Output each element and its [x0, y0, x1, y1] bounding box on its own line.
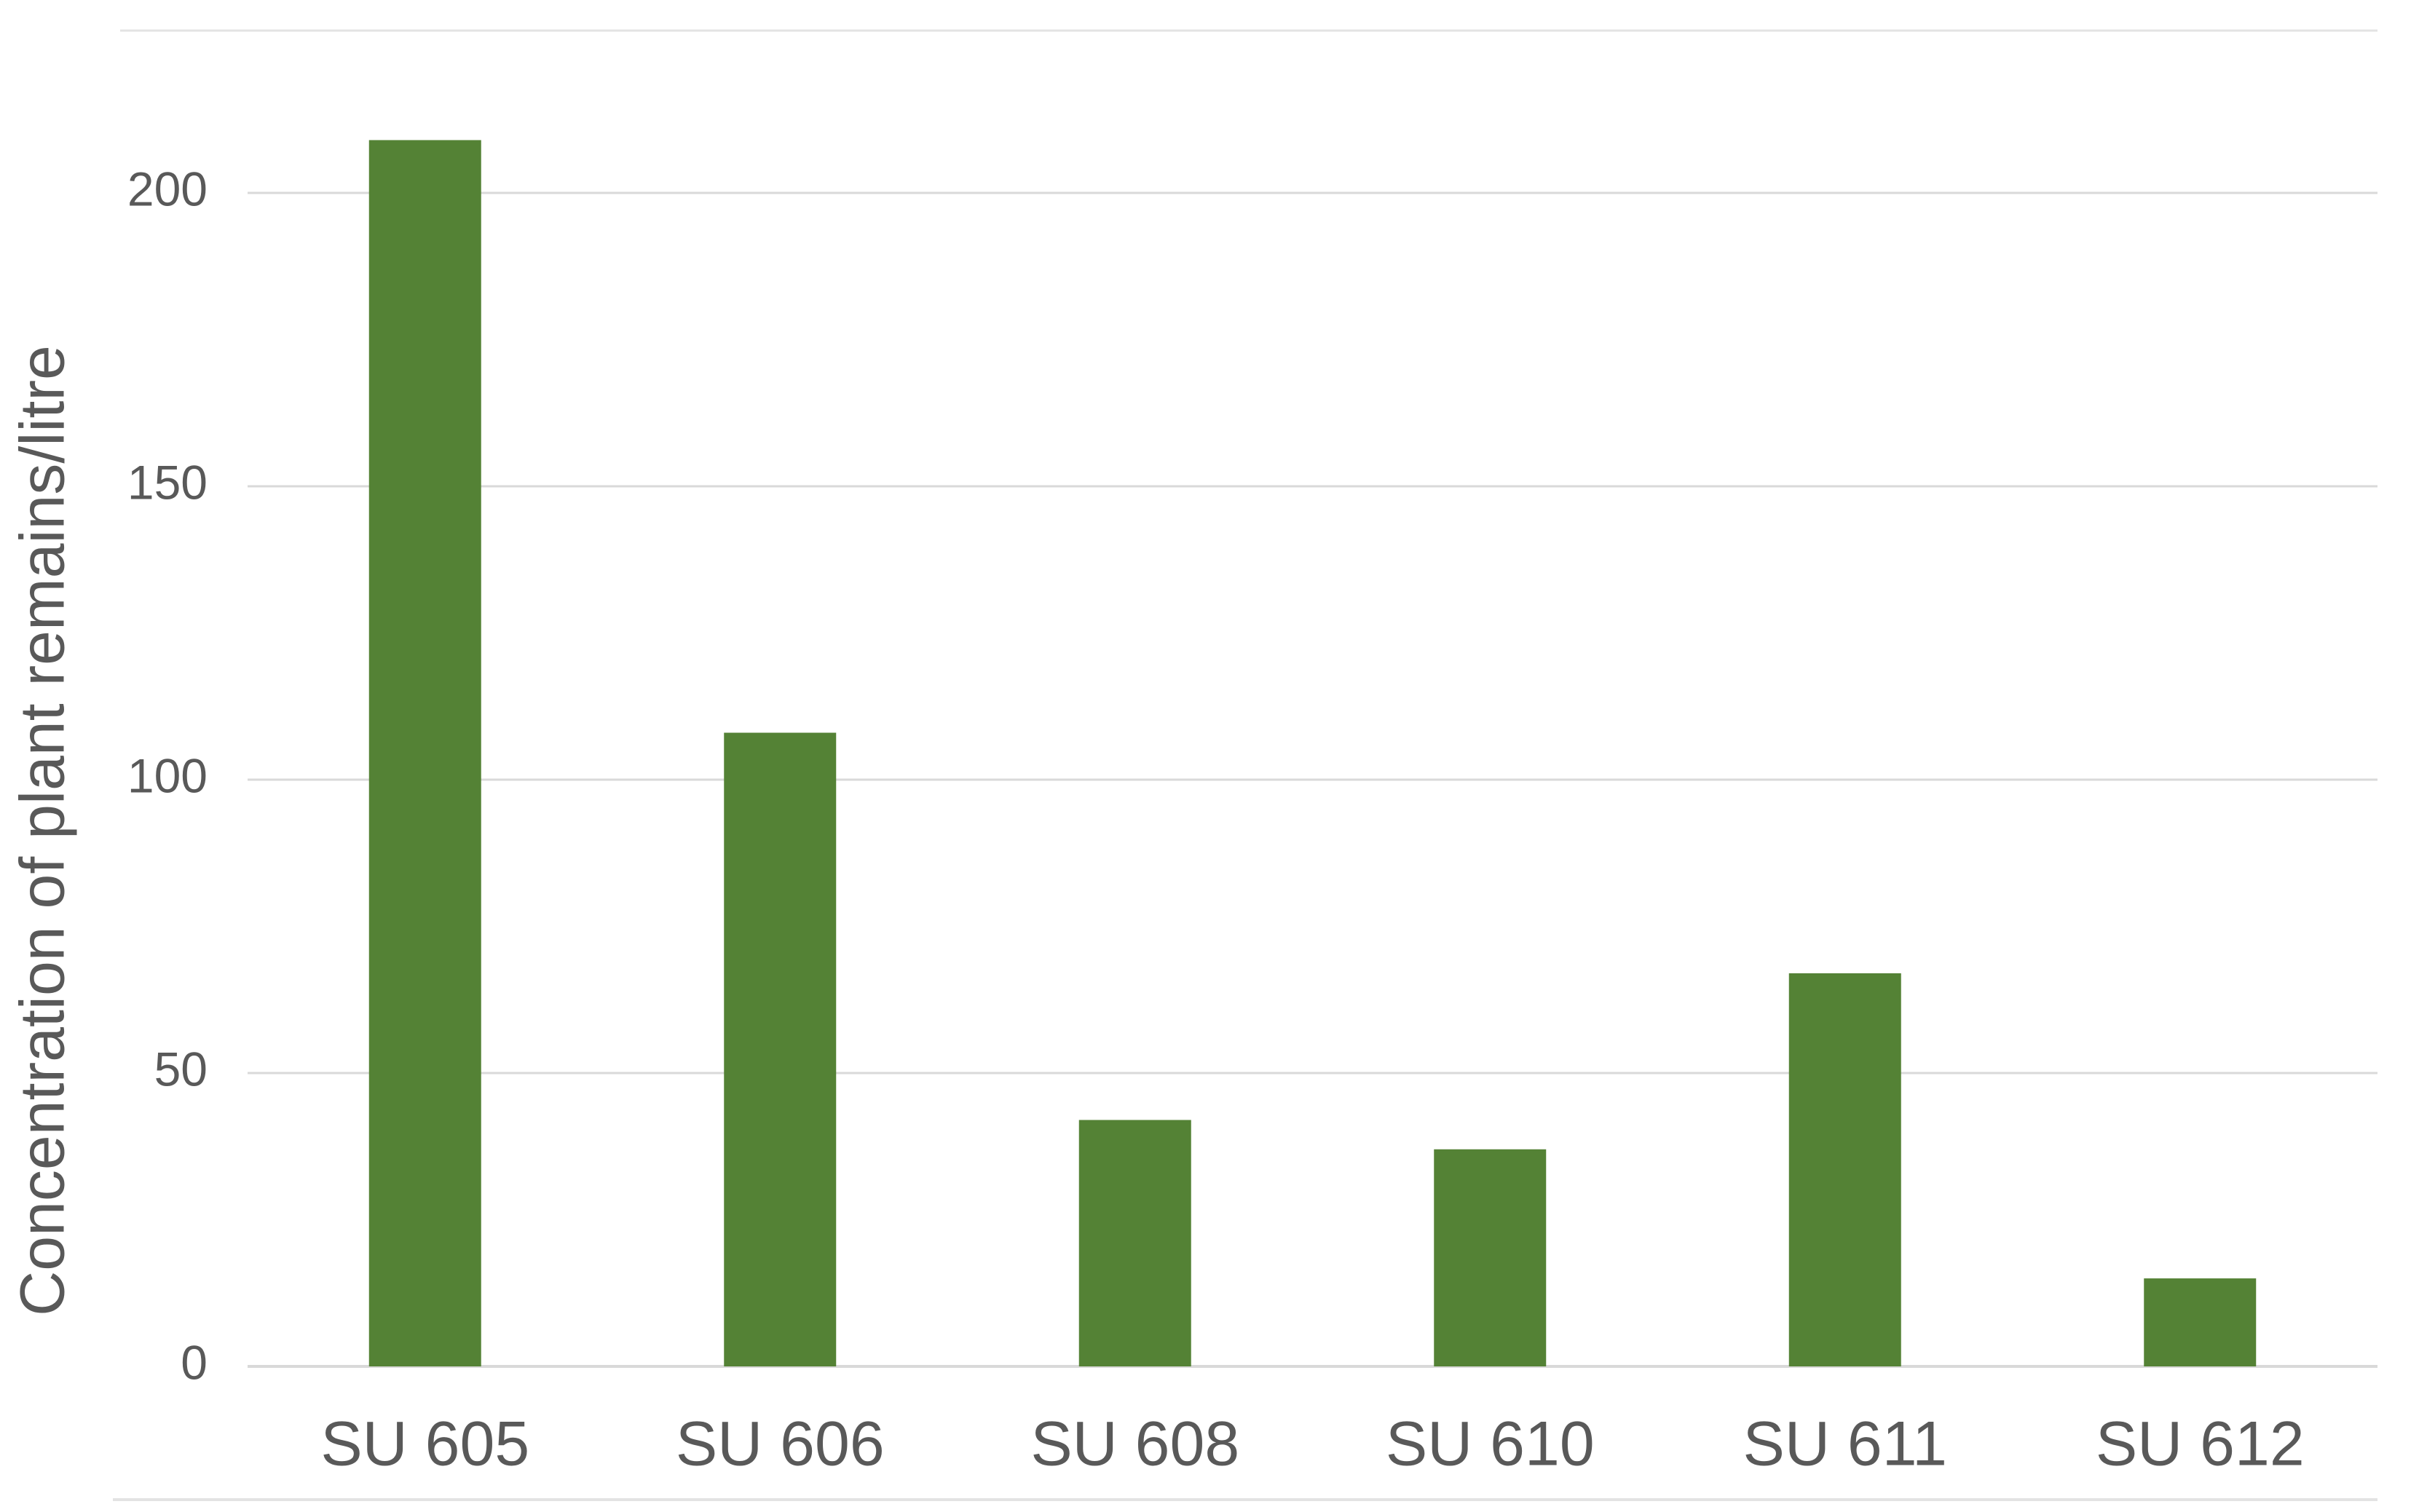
bar-su-605: [368, 140, 481, 1367]
frame-lines: [113, 29, 2377, 1501]
grid-lines: [248, 191, 2377, 1368]
x-tick-label-su-608: SU 608: [1030, 1409, 1239, 1479]
y-tick-label-100: 100: [127, 748, 208, 802]
y-axis-title: Concentration of plant remains/litre: [8, 345, 78, 1316]
bar-su-610: [1434, 1149, 1547, 1366]
bar-su-606: [724, 732, 837, 1366]
bar-su-612: [2144, 1278, 2257, 1366]
bars: [368, 140, 2257, 1367]
bar-su-608: [1078, 1120, 1191, 1366]
x-tick-label-su-606: SU 606: [676, 1409, 885, 1479]
x-tick-label-su-611: SU 611: [1743, 1409, 1947, 1479]
x-tick-label-su-605: SU 605: [320, 1409, 529, 1479]
x-tick-labels: SU 605 SU 606 SU 608 SU 610 SU 611 SU 612: [320, 1409, 2304, 1479]
y-tick-label-200: 200: [127, 162, 208, 215]
x-tick-label-su-612: SU 612: [2096, 1409, 2305, 1479]
x-tick-label-su-610: SU 610: [1386, 1409, 1595, 1479]
y-tick-label-150: 150: [127, 455, 208, 509]
y-tick-label-50: 50: [154, 1042, 208, 1096]
y-tick-labels: 0 50 100 150 200: [127, 162, 208, 1389]
bar-su-611: [1788, 973, 1901, 1366]
y-tick-label-0: 0: [181, 1335, 208, 1389]
